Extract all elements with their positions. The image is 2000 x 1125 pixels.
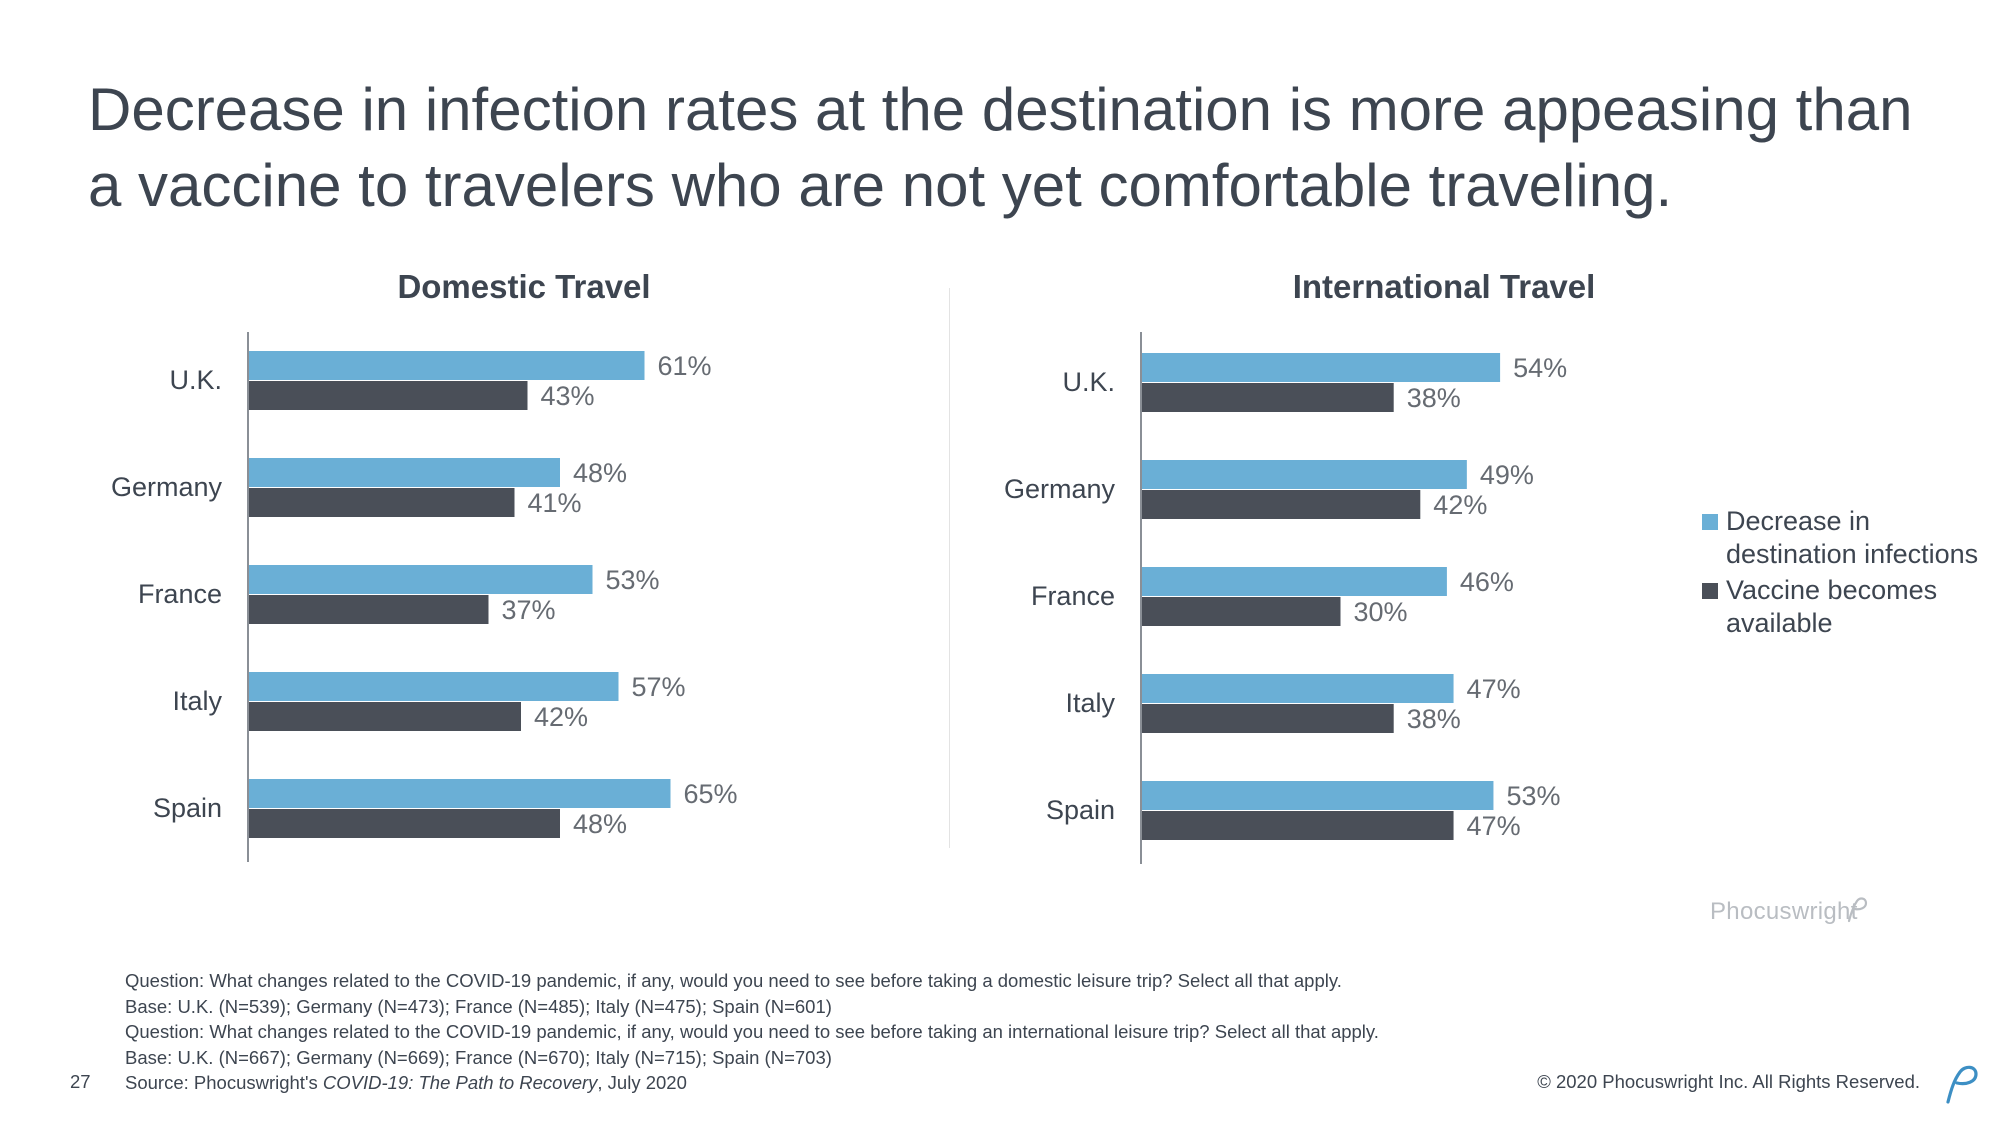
bar-destination-infections (1141, 353, 1501, 382)
source-suffix: , July 2020 (597, 1072, 687, 1093)
chart-title-international: International Travel (1292, 268, 1596, 305)
category-label: Germany (111, 472, 223, 502)
footnote-question-international: Question: What changes related to the CO… (125, 1021, 1379, 1042)
category-label: Spain (153, 793, 222, 823)
phocuswright-corner-icon (1946, 1065, 1978, 1104)
data-label: 53% (1506, 781, 1560, 811)
legend-item-destination-infections: Decrease in destination infections (1702, 505, 1992, 571)
category-label: Spain (1046, 795, 1115, 825)
domestic-travel-chart: U.K. 61%43%Germany 48%41%France 53%37%Italy… (111, 332, 738, 862)
bar-vaccine (1141, 597, 1341, 626)
bar-vaccine (248, 381, 528, 410)
bar-vaccine (1141, 704, 1394, 733)
data-label: 54% (1513, 353, 1567, 383)
legend-item-vaccine: Vaccine becomes available (1702, 574, 1992, 640)
data-label: 53% (606, 565, 660, 595)
category-label: U.K. (1062, 367, 1115, 397)
footnote-base-domestic: Base: U.K. (N=539); Germany (N=473); Fra… (125, 995, 832, 1017)
data-label: 65% (684, 779, 738, 809)
footnote-source: Source: Phocuswright's COVID-19: The Pat… (125, 1070, 1725, 1096)
chart-legend: Decrease in destination infections Vacci… (1702, 505, 1992, 643)
data-label: 48% (573, 458, 627, 488)
category-label: France (1031, 581, 1115, 611)
bar-destination-infections (1141, 460, 1467, 489)
category-label: Germany (1004, 474, 1116, 504)
slide-title: Decrease in infection rates at the desti… (88, 76, 1913, 219)
bar-vaccine (1141, 383, 1394, 412)
bar-destination-infections (1141, 567, 1447, 596)
data-label: 41% (528, 488, 582, 518)
legend-swatch-series1 (1702, 514, 1718, 530)
bar-vaccine (248, 595, 489, 624)
bar-destination-infections (248, 779, 671, 808)
data-label: 61% (658, 351, 712, 381)
copyright-notice: © 2020 Phocuswright Inc. All Rights Rese… (1537, 1071, 1920, 1092)
data-label: 47% (1467, 811, 1521, 841)
bar-vaccine (248, 809, 560, 838)
bar-destination-infections (1141, 781, 1494, 810)
category-label: France (138, 579, 222, 609)
footnotes: Question: What changes related to the CO… (125, 968, 1725, 1096)
legend-label-series2: Vaccine becomes available (1726, 575, 1938, 638)
data-label: 47% (1467, 674, 1521, 704)
data-label: 38% (1407, 704, 1461, 734)
page-number: 27 (70, 1071, 91, 1092)
data-label: 42% (534, 702, 588, 732)
data-label: 42% (1433, 490, 1487, 520)
data-label: 43% (541, 381, 595, 411)
bar-vaccine (248, 702, 521, 731)
bar-destination-infections (1141, 674, 1454, 703)
data-label: 57% (632, 672, 686, 702)
legend-label-series1: Decrease in destination infections (1726, 506, 1979, 569)
phocuswright-logo-text: Phocuswright (1710, 898, 1858, 925)
bar-vaccine (248, 488, 515, 517)
bar-vaccine (1141, 490, 1421, 519)
data-label: 49% (1480, 460, 1534, 490)
phocuswright-logo-icon (1847, 897, 1868, 923)
category-label: Italy (1065, 688, 1115, 718)
bar-destination-infections (248, 351, 645, 380)
bar-destination-infections (248, 565, 593, 594)
data-label: 46% (1460, 567, 1514, 597)
bar-destination-infections (248, 458, 560, 487)
chart-divider (949, 288, 950, 848)
legend-swatch-series2 (1702, 583, 1718, 599)
chart-title-domestic: Domestic Travel (397, 268, 651, 305)
data-label: 38% (1407, 383, 1461, 413)
data-label: 37% (502, 595, 556, 625)
footnote-question-domestic: Question: What changes related to the CO… (125, 970, 1342, 991)
footnote-base-international: Base: U.K. (N=667); Germany (N=669); Fra… (125, 1046, 832, 1068)
data-label: 48% (573, 809, 627, 839)
source-title: COVID-19: The Path to Recovery (322, 1072, 598, 1093)
international-travel-chart: U.K. 54% 38% Germany 49%42% France 46% 30% Italy… (1004, 332, 1567, 864)
bar-destination-infections (248, 672, 619, 701)
bar-vaccine (1141, 811, 1454, 840)
source-prefix: Source: Phocuswright's (125, 1072, 323, 1093)
data-label: 30% (1354, 597, 1408, 627)
category-label: Italy (172, 686, 222, 716)
category-label: U.K. (169, 365, 222, 395)
